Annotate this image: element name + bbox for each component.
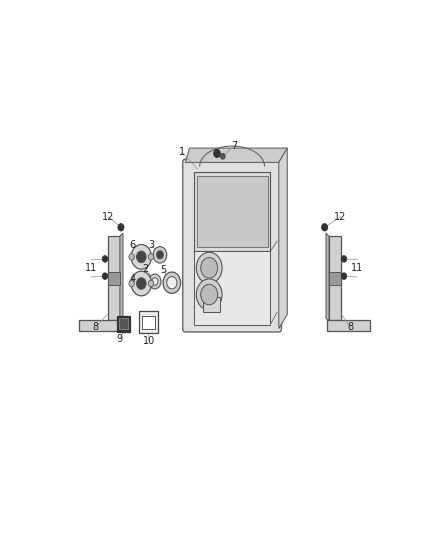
Bar (138, 311, 158, 333)
Polygon shape (329, 236, 341, 320)
Circle shape (137, 278, 146, 289)
Circle shape (153, 247, 167, 263)
Bar (119, 318, 128, 329)
Circle shape (201, 284, 218, 305)
Text: 10: 10 (143, 336, 155, 346)
Circle shape (152, 278, 158, 285)
Circle shape (157, 251, 163, 259)
Text: 9: 9 (117, 334, 123, 344)
Polygon shape (78, 320, 122, 330)
Bar (197, 176, 268, 247)
Circle shape (102, 273, 108, 279)
Circle shape (148, 254, 154, 260)
Circle shape (137, 251, 146, 263)
Polygon shape (326, 233, 329, 320)
Circle shape (196, 252, 222, 284)
Polygon shape (327, 320, 371, 330)
FancyBboxPatch shape (183, 159, 282, 332)
Text: 8: 8 (347, 322, 353, 333)
Circle shape (201, 257, 218, 278)
Text: 5: 5 (160, 265, 166, 276)
Circle shape (149, 274, 161, 289)
Polygon shape (108, 236, 120, 320)
Circle shape (129, 254, 134, 260)
Bar (108, 272, 120, 285)
Circle shape (118, 224, 124, 231)
Bar (328, 272, 341, 285)
Circle shape (341, 256, 346, 262)
Circle shape (321, 224, 328, 231)
Text: 1: 1 (179, 147, 185, 157)
Circle shape (341, 273, 346, 279)
Text: 8: 8 (92, 322, 99, 333)
Circle shape (102, 256, 108, 262)
Circle shape (131, 245, 152, 269)
Text: 4: 4 (129, 274, 135, 285)
Text: 2: 2 (143, 264, 149, 274)
Bar (194, 173, 270, 251)
Circle shape (129, 280, 134, 287)
Polygon shape (120, 233, 123, 320)
Text: 12: 12 (334, 212, 347, 222)
Polygon shape (279, 148, 287, 329)
Circle shape (167, 277, 177, 289)
Circle shape (131, 271, 152, 296)
Text: 11: 11 (85, 263, 98, 273)
Circle shape (163, 272, 181, 293)
Text: 6: 6 (129, 240, 135, 251)
Circle shape (148, 280, 154, 287)
Polygon shape (185, 148, 287, 163)
Circle shape (196, 279, 222, 310)
Circle shape (220, 154, 225, 159)
Text: 3: 3 (148, 240, 155, 251)
Circle shape (214, 149, 220, 158)
Text: 12: 12 (102, 212, 115, 222)
Bar (117, 316, 131, 332)
Text: 7: 7 (231, 141, 237, 151)
Text: 11: 11 (351, 263, 363, 273)
Bar (194, 252, 270, 325)
Bar (142, 316, 155, 329)
Bar (203, 297, 220, 312)
